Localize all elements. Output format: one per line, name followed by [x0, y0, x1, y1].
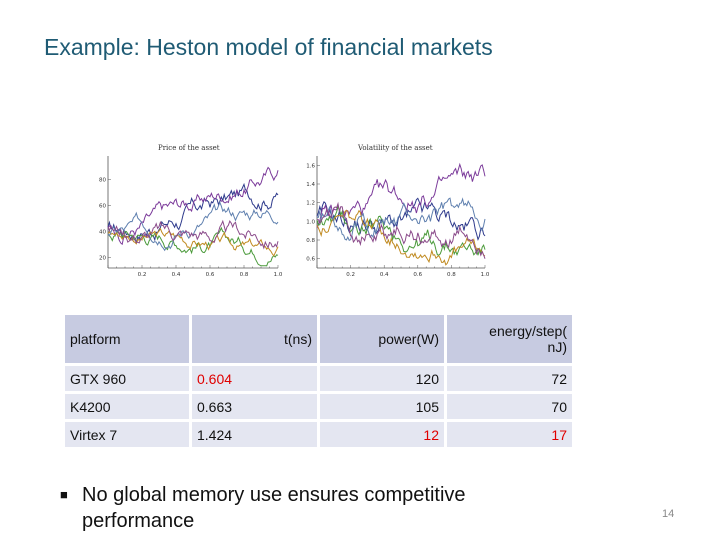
cell-power: 12 — [320, 422, 444, 447]
cell-time: 0.604 — [192, 366, 317, 391]
table-row: GTX 960 0.604 120 72 — [65, 366, 572, 391]
volatility-chart-svg: 0.2 0.4 0.6 0.8 1.0 0.6 0.8 1.0 1.2 1.4 1.6 — [306, 156, 490, 278]
page-number: 14 — [662, 508, 675, 520]
cell-platform: Virtex 7 — [65, 422, 189, 447]
x-tick-label: 0.2 — [138, 272, 147, 276]
volatility-plot-title: Volatility of the asset — [358, 144, 433, 152]
series-path — [107, 219, 279, 250]
cell-platform: GTX 960 — [65, 366, 189, 391]
y-tick-label: 1.6 — [306, 163, 315, 169]
table-row: Virtex 7 1.424 12 17 — [65, 422, 572, 447]
cell-power: 120 — [320, 366, 444, 391]
header-platform: platform — [65, 315, 189, 363]
cell-energy: 17 — [447, 422, 572, 447]
x-tick-label: 0.6 — [206, 272, 215, 276]
series-path — [316, 201, 486, 259]
x-tick-label: 0.2 — [346, 272, 355, 276]
bullet-text: No global memory use ensures competitive… — [82, 484, 466, 532]
y-tick-label: 20 — [99, 256, 106, 262]
x-tick-label: 0.8 — [240, 272, 249, 276]
y-tick-label: 80 — [99, 177, 106, 183]
y-tick-label: 60 — [99, 203, 106, 209]
x-tick-label: 0.4 — [380, 272, 389, 276]
x-tick-label: 0.4 — [172, 272, 181, 276]
price-plot: Price of the asset 0.2 0.4 0.6 0.8 1.0 20 40 60… — [80, 142, 284, 278]
y-tick-label: 0.8 — [306, 238, 315, 244]
x-tick-label: 0.6 — [413, 272, 422, 276]
cell-power: 105 — [320, 394, 444, 419]
cell-energy: 70 — [447, 394, 572, 419]
x-tick-label: 1.0 — [481, 272, 490, 276]
series-path — [107, 227, 279, 257]
cell-time: 1.424 — [192, 422, 317, 447]
series-path — [316, 162, 486, 229]
y-tick-label: 1.0 — [306, 219, 315, 225]
x-tick-label: 1.0 — [274, 272, 283, 276]
square-bullet-icon: ■ — [60, 487, 68, 502]
series-path — [107, 166, 279, 246]
series-path — [107, 226, 279, 267]
y-tick-label: 0.6 — [306, 257, 315, 263]
y-tick-label: 1.2 — [306, 201, 315, 207]
table-row: K4200 0.663 105 70 — [65, 394, 572, 419]
cell-platform: K4200 — [65, 394, 189, 419]
header-power: power(W) — [320, 315, 444, 363]
series-path — [107, 201, 279, 252]
header-time: t(ns) — [192, 315, 317, 363]
y-tick-label: 40 — [99, 230, 106, 236]
cell-time: 0.663 — [192, 394, 317, 419]
price-chart-svg: 0.2 0.4 0.6 0.8 1.0 20 40 60 80 — [99, 156, 283, 278]
performance-table: platform t(ns) power(W) energy/step( nJ)… — [62, 312, 575, 450]
table-header-row: platform t(ns) power(W) energy/step( nJ) — [65, 315, 572, 363]
x-tick-label: 0.8 — [447, 272, 456, 276]
cell-energy: 72 — [447, 366, 572, 391]
y-tick-label: 1.4 — [306, 182, 315, 188]
series-path — [316, 209, 486, 266]
series-path — [316, 197, 486, 241]
series-path — [316, 205, 486, 257]
slide-title: Example: Heston model of financial marke… — [44, 34, 493, 60]
volatility-plot: Volatility of the asset 0.2 0.4 0.6 0.8 1.0 0… — [295, 142, 495, 278]
header-energy: energy/step( nJ) — [447, 315, 572, 363]
price-plot-title: Price of the asset — [158, 144, 220, 152]
